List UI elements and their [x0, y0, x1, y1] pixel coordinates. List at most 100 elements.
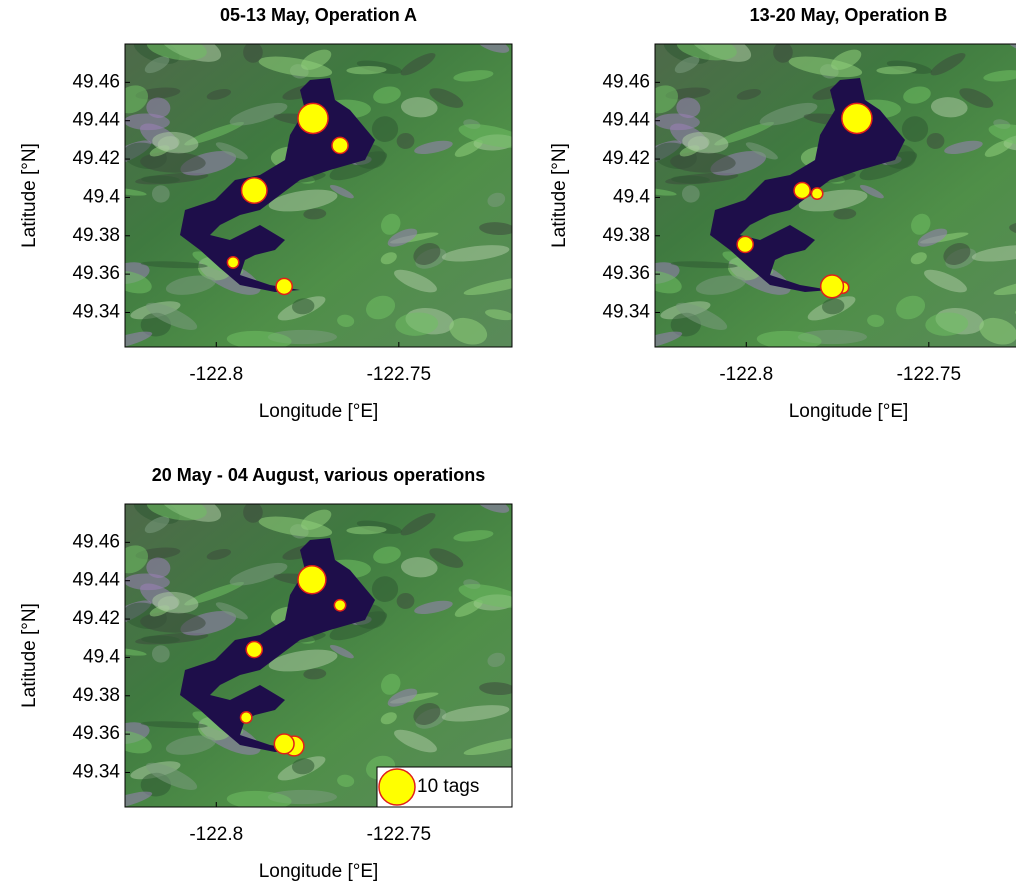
- y-tick-label: 49.36: [602, 263, 650, 284]
- terrain-patch: [413, 703, 441, 725]
- terrain-patch: [479, 222, 512, 236]
- terrain-patch: [141, 635, 180, 644]
- y-tick-label: 49.46: [602, 71, 650, 92]
- chart-title: 20 May - 04 August, various operations: [152, 465, 485, 485]
- terrain-patch: [453, 530, 494, 542]
- terrain-patch: [125, 271, 152, 294]
- terrain-patch: [380, 712, 397, 725]
- terrain-patch: [867, 314, 885, 327]
- terrain-patch: [146, 557, 171, 579]
- terrain-patch: [983, 70, 1016, 82]
- terrain-patch: [400, 97, 438, 118]
- y-tick-label: 49.46: [72, 71, 120, 92]
- terrain-patch: [901, 116, 929, 142]
- terrain-patch: [394, 729, 437, 753]
- subplot: 49.34 49.36 49.38 49.4 49.42 49.44 49.46 -122.8…: [19, 465, 513, 882]
- x-axis-label: Longitude [°E]: [259, 861, 379, 882]
- terrain-patch: [400, 53, 436, 76]
- terrain-patch: [655, 113, 700, 131]
- y-axis-label: Latitude [°N]: [549, 143, 570, 248]
- terrain-patch: [371, 576, 399, 602]
- y-tick-label: 49.36: [72, 263, 120, 284]
- terrain-patch: [479, 682, 512, 696]
- x-tick-label: -122.75: [367, 824, 431, 845]
- terrain-patch: [152, 591, 199, 614]
- terrain-patch: [268, 189, 338, 212]
- legend-label: 10 tags: [417, 776, 479, 797]
- terrain-patch: [926, 132, 945, 149]
- terrain-patch: [441, 705, 510, 722]
- bubble: [240, 177, 268, 204]
- terrain-patch: [396, 592, 415, 609]
- terrain-patch: [243, 504, 263, 523]
- y-tick-label: 49.44: [72, 110, 120, 131]
- terrain-patch: [400, 557, 438, 578]
- bubble: [333, 598, 347, 612]
- terrain-patch: [226, 330, 292, 347]
- x-tick-label: -122.75: [897, 364, 961, 385]
- terrain-patch: [140, 611, 206, 633]
- terrain-patch: [268, 649, 338, 672]
- y-tick-label: 49.44: [602, 110, 650, 131]
- terrain-patch: [930, 53, 966, 76]
- terrain-patch: [676, 44, 737, 61]
- terrain-patch: [146, 504, 207, 521]
- y-tick-label: 49.4: [83, 186, 120, 207]
- terrain-patch: [454, 599, 483, 617]
- terrain-patch: [655, 271, 682, 294]
- terrain-patch: [463, 276, 512, 296]
- terrain-patch: [487, 652, 506, 668]
- terrain-patch: [413, 243, 441, 265]
- terrain-patch: [485, 309, 512, 321]
- map-image: [125, 504, 512, 807]
- y-tick-label: 49.34: [602, 301, 650, 322]
- bubble: [841, 102, 873, 135]
- terrain-patch: [151, 645, 170, 663]
- terrain-patch: [381, 673, 401, 695]
- terrain-patch: [930, 97, 968, 118]
- x-tick-label: -122.75: [367, 364, 431, 385]
- terrain-patch: [292, 758, 315, 775]
- bubbles: [736, 102, 873, 299]
- terrain-patch: [387, 688, 418, 707]
- x-tick-label: -122.8: [719, 364, 773, 385]
- terrain-patch: [229, 102, 288, 126]
- y-tick-label: 49.44: [72, 570, 120, 591]
- subplot: 49.34 49.36 49.38 49.4 49.42 49.44 49.46 -122.8…: [19, 5, 513, 422]
- terrain-patch: [329, 184, 354, 199]
- terrain-patch: [140, 261, 208, 269]
- terrain-patch: [396, 132, 415, 149]
- terrain-patch: [449, 317, 488, 345]
- terrain-patch: [788, 56, 863, 78]
- terrain-patch: [682, 131, 729, 154]
- terrain-patch: [984, 139, 1013, 157]
- map-image: [125, 44, 512, 347]
- terrain-patch: [429, 88, 464, 108]
- terrain-patch: [141, 175, 180, 184]
- y-tick-label: 49.34: [72, 761, 120, 782]
- terrain-patch: [903, 86, 931, 104]
- terrain-patch: [859, 184, 884, 199]
- terrain-patch: [144, 56, 170, 74]
- terrain-patch: [125, 545, 149, 574]
- terrain-patch: [373, 546, 401, 564]
- y-axis-label: Latitude [°N]: [19, 603, 40, 708]
- bubble: [793, 181, 811, 200]
- terrain-patch: [487, 192, 506, 208]
- terrain-patch: [394, 269, 437, 293]
- terrain-patch: [458, 124, 512, 148]
- terrain-patch: [670, 261, 738, 269]
- terrain-patch: [373, 86, 401, 104]
- terrain-patch: [140, 721, 208, 729]
- axes-frame: [654, 43, 1016, 348]
- x-tick-label: -122.8: [189, 824, 243, 845]
- y-tick-label: 49.4: [613, 186, 650, 207]
- terrain-patch: [971, 245, 1016, 262]
- terrain-patch: [380, 252, 397, 265]
- terrain-patch: [736, 89, 762, 100]
- chart-title: 13-20 May, Operation B: [750, 5, 948, 25]
- terrain-patch: [381, 213, 401, 235]
- map-image: [655, 44, 1016, 347]
- terrain-patch: [463, 736, 512, 756]
- terrain-patch: [822, 298, 845, 315]
